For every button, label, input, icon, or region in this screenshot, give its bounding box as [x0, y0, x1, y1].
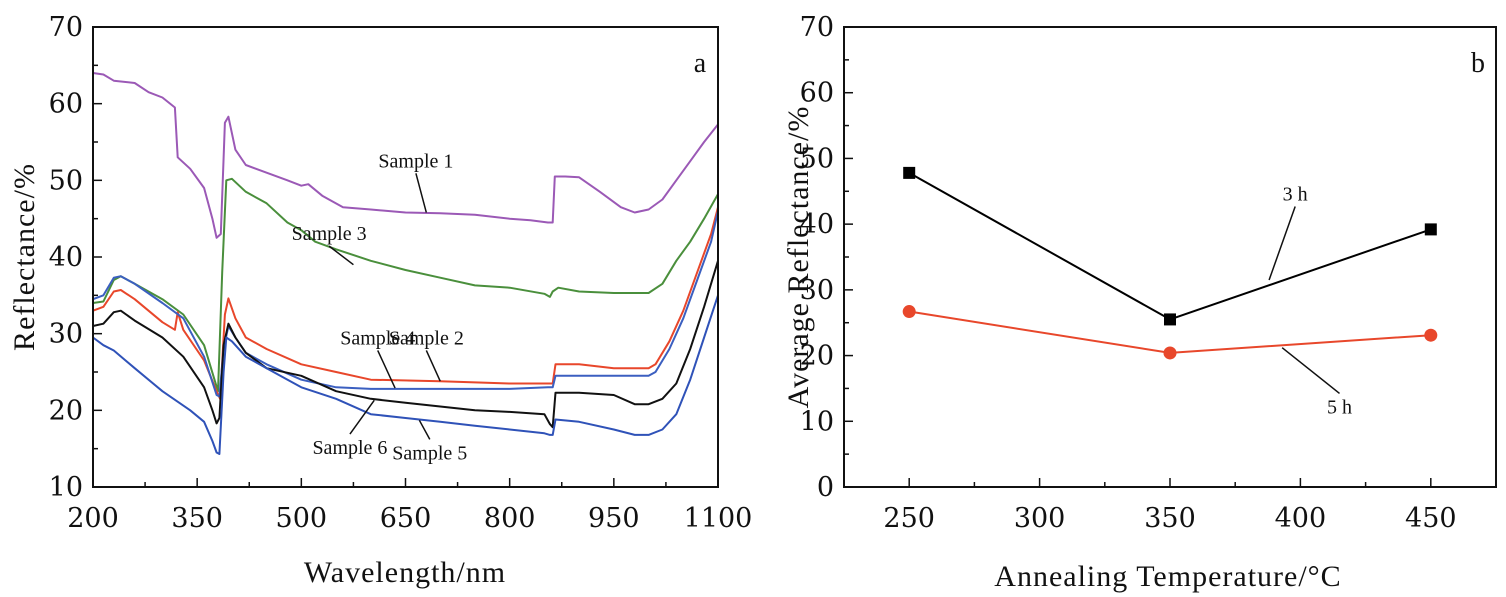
y-tick-label-0: 0 [817, 472, 834, 503]
series-line-sample-3 [92, 177, 719, 393]
panel-a: 200 350 500 650 800 950 1100 10 20 30 40 50 60 70 Sam… [8, 12, 752, 589]
marker-5-h-0 [902, 305, 916, 319]
marker-3-h-1 [1164, 313, 1176, 326]
marker-3-h-0 [903, 166, 916, 179]
series-line-3-h [908, 172, 1432, 321]
annotation-leader-sample-3 [328, 245, 354, 266]
panel-a-axes: 200 350 500 650 800 950 1100 10 20 30 40 50 60 70 [49, 12, 753, 534]
panel-a-x-axis-title: Wavelength/nm [304, 556, 506, 589]
annotation-sample-6: Sample 6 [312, 437, 387, 459]
panel-b-series [902, 166, 1438, 360]
x-tick-label-200: 200 [67, 503, 119, 534]
x-tick-label-250: 250 [883, 503, 935, 534]
panel-b-y-axis-title: Average Reflectance/% [782, 106, 815, 409]
series-line-sample-5 [92, 294, 719, 455]
annotation-leader-sample-6 [349, 399, 375, 435]
x-tick-label-650: 650 [380, 503, 432, 534]
marker-5-h-1 [1163, 346, 1177, 360]
series-line-sample-1 [92, 72, 719, 239]
annotation-sample-5: Sample 5 [392, 442, 467, 464]
series-line-sample-2 [92, 206, 719, 400]
x-tick-label-300: 300 [1014, 503, 1066, 534]
y-tick-label-60: 60 [800, 78, 834, 109]
panel-b-axes: 250 300 350 400 450 0 10 20 30 40 50 60 70 [800, 12, 1497, 534]
x-tick-label-800: 800 [484, 503, 536, 534]
panel-b-x-axis-title: Annealing Temperature/°C [994, 560, 1341, 593]
panel-a-label: a [694, 48, 707, 79]
annotation-leader-3-h [1268, 206, 1296, 281]
annotation-leader-sample-2 [425, 350, 441, 382]
series-line-sample-6 [92, 260, 719, 429]
x-tick-label-500: 500 [276, 503, 328, 534]
annotation-leader-5-h [1281, 347, 1340, 394]
x-tick-label-350: 350 [1144, 503, 1196, 534]
y-tick-label-60: 60 [49, 89, 83, 120]
panel-a-series [92, 72, 719, 455]
annotation-5-h: 5 h [1327, 396, 1352, 418]
annotation-sample-2: Sample 2 [389, 327, 464, 349]
annotation-sample-1: Sample 1 [378, 150, 453, 172]
y-tick-label-30: 30 [49, 319, 83, 350]
y-tick-label-40: 40 [800, 209, 834, 240]
y-tick-label-20: 20 [49, 395, 83, 426]
annotation-leader-sample-5 [418, 419, 431, 440]
y-tick-label-50: 50 [49, 165, 83, 196]
annotation-leader-sample-1 [415, 173, 428, 213]
panel-b-annotations: 3 h 5 h [1268, 183, 1352, 418]
y-tick-label-10: 10 [800, 406, 834, 437]
annotation-sample-3: Sample 3 [292, 223, 367, 245]
y-tick-label-40: 40 [49, 242, 83, 273]
y-tick-label-70: 70 [49, 12, 83, 43]
annotation-3-h: 3 h [1283, 183, 1308, 205]
y-tick-label-50: 50 [800, 143, 834, 174]
x-tick-label-350: 350 [171, 503, 223, 534]
x-tick-label-400: 400 [1275, 503, 1327, 534]
annotation-leader-sample-4 [377, 350, 396, 389]
x-tick-label-450: 450 [1405, 503, 1457, 534]
x-tick-label-1100: 1100 [684, 503, 753, 534]
panel-b-frame [843, 26, 1497, 488]
annotation-sample-4: Sample 4 [340, 327, 415, 349]
marker-3-h-2 [1424, 223, 1437, 236]
y-tick-label-30: 30 [800, 275, 834, 306]
y-tick-label-10: 10 [49, 472, 83, 503]
x-tick-label-950: 950 [588, 503, 640, 534]
y-tick-label-70: 70 [800, 12, 834, 43]
y-tick-label-20: 20 [800, 341, 834, 372]
panel-b-label: b [1471, 48, 1485, 79]
panel-a-y-axis-title: Reflectance/% [8, 163, 41, 351]
marker-5-h-2 [1424, 328, 1438, 342]
